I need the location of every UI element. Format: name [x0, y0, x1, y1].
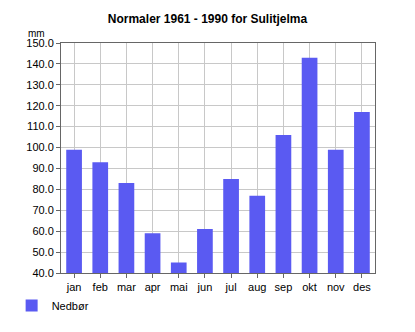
- svg-text:130.0: 130.0: [26, 79, 54, 91]
- svg-text:Nedbør: Nedbør: [52, 300, 89, 312]
- svg-text:aug: aug: [248, 281, 266, 293]
- svg-text:apr: apr: [145, 281, 161, 293]
- svg-text:70.0: 70.0: [32, 204, 53, 216]
- svg-text:feb: feb: [93, 281, 108, 293]
- svg-text:150.0: 150.0: [26, 37, 54, 49]
- svg-text:120.0: 120.0: [26, 100, 54, 112]
- svg-text:des: des: [353, 281, 371, 293]
- svg-text:jan: jan: [66, 281, 82, 293]
- svg-text:jul: jul: [225, 281, 237, 293]
- svg-text:100.0: 100.0: [26, 141, 54, 153]
- svg-text:40.0: 40.0: [32, 267, 53, 279]
- svg-text:90.0: 90.0: [32, 162, 53, 174]
- svg-text:mai: mai: [170, 281, 188, 293]
- svg-text:60.0: 60.0: [32, 225, 53, 237]
- svg-text:okt: okt: [302, 281, 317, 293]
- svg-text:50.0: 50.0: [32, 246, 53, 258]
- svg-text:mar: mar: [117, 281, 136, 293]
- svg-text:140.0: 140.0: [26, 58, 54, 70]
- svg-text:Normaler 1961 - 1990 for Sulit: Normaler 1961 - 1990 for Sulitjelma: [108, 12, 308, 26]
- svg-text:nov: nov: [327, 281, 345, 293]
- svg-text:jun: jun: [197, 281, 213, 293]
- svg-text:110.0: 110.0: [27, 120, 54, 132]
- svg-text:mm: mm: [28, 28, 45, 39]
- svg-text:sep: sep: [275, 281, 293, 293]
- svg-text:80.0: 80.0: [32, 183, 53, 195]
